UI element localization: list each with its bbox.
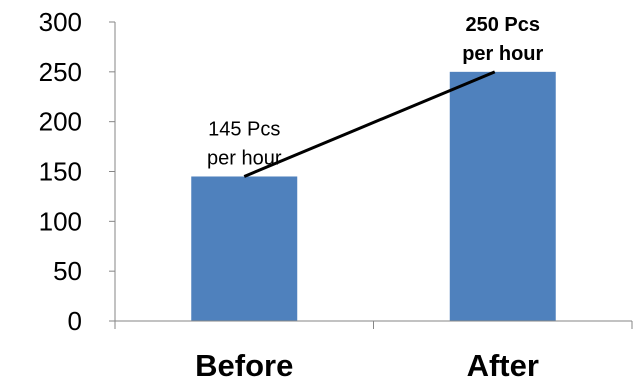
y-axis-ticks: 0 50 100 150 200 250 300 xyxy=(39,7,115,336)
y-tick-label: 150 xyxy=(39,157,82,187)
y-tick-label: 250 xyxy=(39,57,82,87)
data-label: 145 Pcs xyxy=(208,118,280,140)
data-label: per hour xyxy=(207,147,282,169)
y-tick-label: 100 xyxy=(39,206,82,236)
annotations: 145 Pcs per hour 250 Pcs per hour xyxy=(207,14,544,170)
connector-line xyxy=(243,70,496,178)
data-label: per hour xyxy=(462,43,543,65)
x-tick-label: After xyxy=(467,348,539,383)
y-tick-label: 50 xyxy=(53,256,82,286)
x-axis-labels: Before After xyxy=(195,348,539,383)
y-tick-label: 0 xyxy=(68,306,82,336)
bar-before xyxy=(191,176,298,321)
x-tick-label: Before xyxy=(195,348,293,383)
bars xyxy=(191,71,556,321)
axes xyxy=(114,22,633,329)
data-label: 250 Pcs xyxy=(465,14,540,36)
y-tick-label: 200 xyxy=(39,107,82,137)
bar-after xyxy=(449,71,556,321)
y-tick-label: 300 xyxy=(39,7,82,37)
trend-line xyxy=(243,70,496,178)
